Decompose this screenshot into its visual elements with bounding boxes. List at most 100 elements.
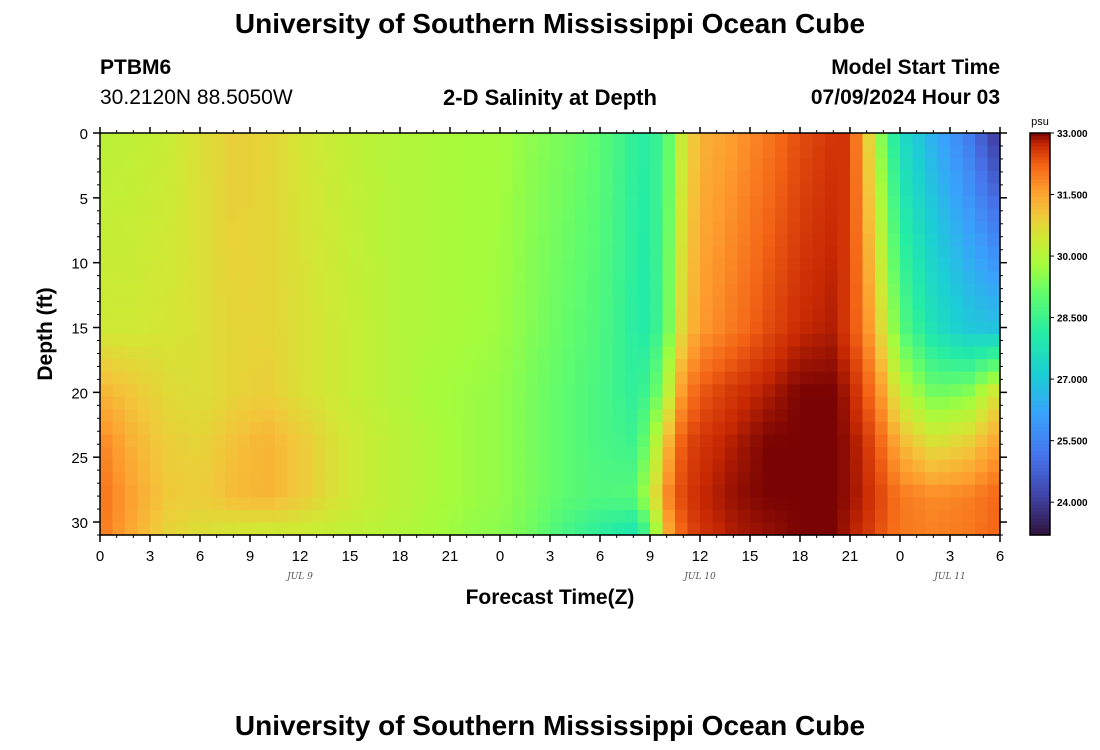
heatmap-cell	[275, 396, 289, 410]
heatmap-cell	[137, 220, 151, 235]
colorbar-segment	[1030, 216, 1050, 221]
heatmap-cell	[787, 522, 801, 536]
heatmap-cell	[262, 283, 276, 297]
heatmap-cell	[612, 409, 626, 423]
heatmap-cell	[375, 472, 389, 486]
heatmap-cell	[875, 220, 889, 235]
heatmap-cell	[350, 233, 364, 247]
heatmap-cell	[737, 509, 751, 524]
heatmap-cell	[137, 447, 151, 461]
heatmap-cell	[937, 497, 951, 511]
heatmap-cell	[350, 346, 364, 360]
heatmap-cell	[812, 421, 826, 436]
heatmap-cell	[625, 509, 639, 524]
heatmap-cell	[975, 195, 989, 209]
heatmap-cell	[500, 133, 514, 147]
heatmap-cell	[100, 447, 114, 461]
heatmap-cell	[462, 409, 476, 423]
heatmap-cell	[587, 509, 601, 524]
heatmap-cell	[337, 170, 351, 184]
heatmap-cell	[925, 509, 939, 524]
heatmap-cell	[787, 220, 801, 235]
heatmap-cell	[600, 396, 614, 410]
heatmap-cell	[712, 334, 726, 348]
heatmap-cell	[612, 283, 626, 297]
heatmap-cell	[725, 296, 739, 310]
heatmap-cell	[237, 409, 251, 423]
heatmap-cell	[787, 195, 801, 209]
heatmap-cell	[650, 409, 664, 423]
heatmap-cell	[625, 409, 639, 423]
heatmap-cell	[112, 308, 126, 323]
heatmap-cell	[725, 497, 739, 511]
heatmap-cell	[675, 195, 689, 209]
heatmap-cell	[850, 170, 864, 184]
heatmap-cell	[175, 195, 189, 209]
heatmap-cell	[350, 359, 364, 373]
heatmap-cell	[512, 484, 526, 498]
heatmap-cell	[337, 522, 351, 536]
heatmap-cell	[100, 346, 114, 360]
heatmap-cell	[900, 334, 914, 348]
heatmap-cell	[187, 484, 201, 498]
heatmap-cell	[762, 308, 776, 323]
heatmap-cell	[937, 472, 951, 486]
heatmap-cell	[975, 145, 989, 159]
heatmap-cell	[550, 195, 564, 209]
heatmap-cell	[325, 509, 339, 524]
heatmap-cell	[975, 396, 989, 410]
heatmap-cell	[487, 447, 501, 461]
heatmap-cell	[312, 296, 326, 310]
heatmap-cell	[937, 296, 951, 310]
heatmap-cell	[550, 220, 564, 235]
heatmap-cell	[450, 522, 464, 536]
heatmap-cell	[475, 384, 489, 398]
heatmap-cell	[687, 308, 701, 323]
colorbar-segment	[1030, 511, 1050, 516]
heatmap-cell	[375, 321, 389, 335]
heatmap-cell	[562, 359, 576, 373]
heatmap-cell	[725, 258, 739, 272]
heatmap-cell	[187, 246, 201, 260]
heatmap-cell	[187, 334, 201, 348]
heatmap-cell	[650, 145, 664, 159]
heatmap-cell	[450, 321, 464, 335]
heatmap-cell	[837, 246, 851, 260]
heatmap-cell	[262, 321, 276, 335]
heatmap-cell	[212, 459, 226, 473]
heatmap-cell	[662, 472, 676, 486]
heatmap-cell	[400, 308, 414, 323]
heatmap-cell	[450, 220, 464, 235]
heatmap-cell	[975, 158, 989, 172]
heatmap-cell	[887, 170, 901, 184]
heatmap-cell	[812, 447, 826, 461]
heatmap-cell	[250, 384, 264, 398]
heatmap-cell	[375, 371, 389, 385]
heatmap-cell	[912, 170, 926, 184]
heatmap-cell	[900, 459, 914, 473]
heatmap-cell	[162, 271, 176, 285]
heatmap-cell	[975, 334, 989, 348]
heatmap-cell	[737, 371, 751, 385]
heatmap-cell	[487, 145, 501, 159]
heatmap-cell	[975, 484, 989, 498]
heatmap-cell	[875, 145, 889, 159]
heatmap-cell	[837, 484, 851, 498]
heatmap-cell	[987, 308, 1001, 323]
heatmap-cell	[787, 447, 801, 461]
heatmap-cell	[462, 145, 476, 159]
heatmap-cell	[337, 509, 351, 524]
heatmap-cell	[600, 246, 614, 260]
heatmap-cell	[575, 509, 589, 524]
heatmap-cell	[825, 145, 839, 159]
heatmap-cell	[200, 195, 214, 209]
heatmap-cell	[850, 434, 864, 448]
heatmap-cell	[325, 233, 339, 247]
colorbar-segment	[1030, 360, 1050, 365]
heatmap-cell	[637, 409, 651, 423]
heatmap-cell	[700, 246, 714, 260]
heatmap-cell	[325, 195, 339, 209]
colorbar-segment	[1030, 310, 1050, 315]
heatmap-cell	[625, 233, 639, 247]
heatmap-cell	[487, 472, 501, 486]
